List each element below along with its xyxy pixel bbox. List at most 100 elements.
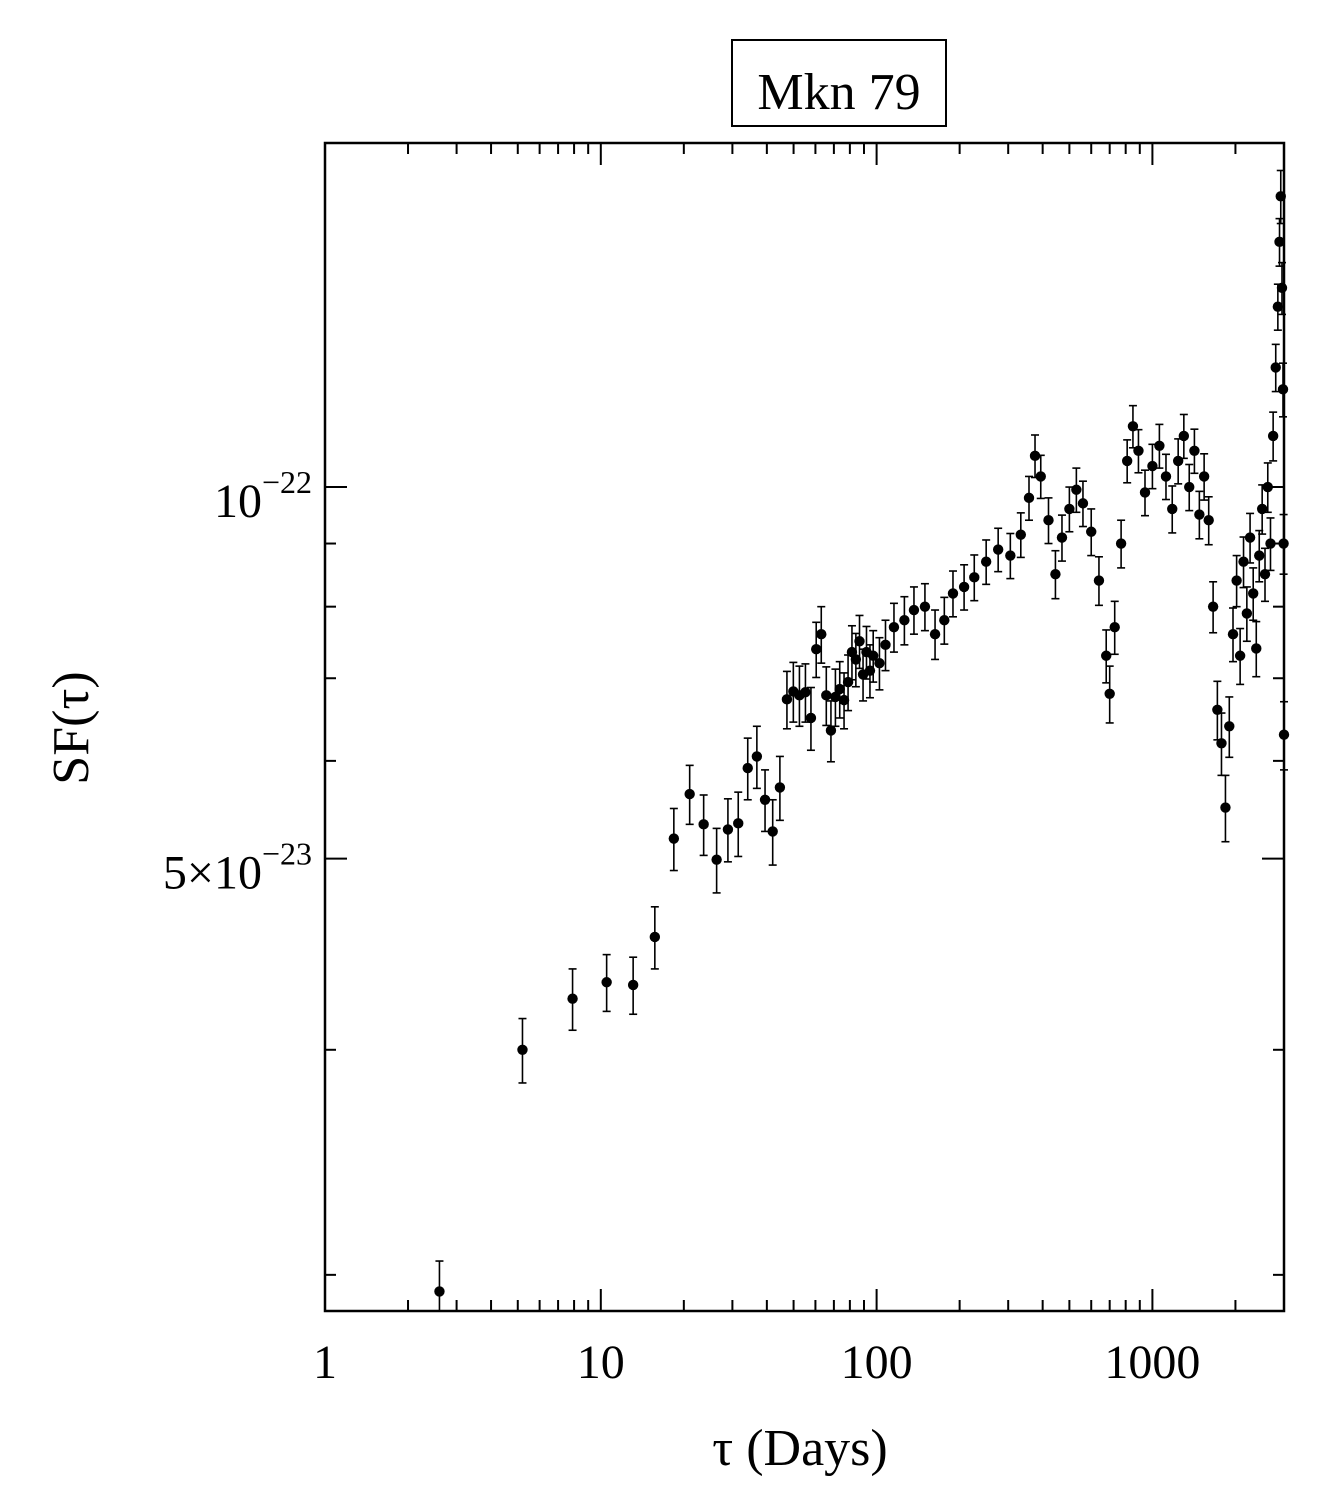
data-point-1 (517, 1017, 528, 1084)
data-point-92 (1244, 512, 1256, 564)
marker (1238, 556, 1249, 567)
data-point-39 (888, 602, 900, 653)
data-point-64 (1104, 665, 1115, 724)
marker (838, 694, 850, 706)
marker (1272, 301, 1284, 312)
data-point-22 (811, 621, 822, 679)
data-point-82 (1207, 580, 1219, 634)
data-point-37 (874, 636, 885, 691)
marker (874, 657, 885, 669)
marker (751, 751, 763, 762)
data-point-44 (939, 596, 950, 645)
marker (1184, 481, 1195, 493)
marker (1050, 568, 1061, 580)
marker (1194, 509, 1205, 520)
data-point-21 (805, 686, 817, 752)
marker (649, 931, 661, 943)
data-point-38 (880, 619, 891, 672)
data-point-106 (1277, 362, 1289, 418)
data-point-102 (1272, 283, 1284, 331)
marker (1207, 601, 1219, 612)
data-point-43 (929, 609, 941, 661)
marker (816, 628, 827, 640)
marker (684, 788, 695, 800)
marker (969, 572, 980, 583)
marker (800, 687, 811, 698)
marker (1198, 471, 1210, 482)
data-point-94 (1251, 620, 1262, 678)
y-tick-label-5e-23: 5×10−23 (163, 836, 312, 900)
marker (742, 762, 753, 774)
marker (1133, 445, 1144, 456)
marker (1035, 471, 1046, 482)
marker (1270, 362, 1281, 373)
data-point-61 (1086, 508, 1097, 557)
data-point-9 (711, 827, 722, 894)
data-point-95 (1254, 529, 1265, 583)
data-point-71 (1147, 443, 1158, 490)
marker (1275, 191, 1286, 202)
marker (919, 601, 931, 612)
data-point-59 (1071, 467, 1082, 514)
marker (711, 854, 722, 865)
marker (868, 650, 879, 661)
marker (1265, 538, 1276, 549)
data-point-81 (1203, 495, 1214, 546)
data-point-70 (1139, 469, 1151, 517)
marker (908, 604, 920, 616)
data-point-27 (834, 660, 845, 719)
marker (1015, 529, 1027, 540)
marker (1244, 532, 1256, 543)
marker (781, 694, 793, 705)
data-point-14 (759, 769, 771, 833)
marker (1071, 484, 1082, 495)
marker (1154, 440, 1165, 452)
marker (834, 683, 845, 695)
data-point-60 (1077, 480, 1089, 528)
marker (774, 782, 786, 793)
data-point-104 (1275, 169, 1286, 225)
data-point-66 (1115, 519, 1127, 569)
marker (992, 544, 1004, 555)
data-point-49 (992, 527, 1004, 573)
data-point-103 (1274, 217, 1285, 267)
data-point-100 (1267, 411, 1279, 462)
marker (668, 833, 680, 844)
marker (1189, 445, 1200, 456)
data-point-85 (1220, 774, 1231, 843)
y-axis-label: SF(τ) (43, 671, 100, 784)
data-point-13 (751, 725, 763, 790)
data-point-45 (947, 570, 959, 618)
marker (698, 819, 709, 830)
marker (825, 725, 837, 736)
marker (1147, 460, 1158, 472)
x-tick-labels: 1 10 100 1000 (313, 1336, 1200, 1389)
marker (1167, 503, 1178, 515)
data-point-86 (1224, 696, 1235, 759)
data-point-51 (1015, 512, 1027, 559)
marker (1172, 455, 1184, 467)
marker (1005, 550, 1016, 561)
marker (1178, 430, 1190, 442)
data-point-15 (767, 798, 778, 866)
data-point-3 (601, 953, 612, 1013)
data-point-93 (1248, 567, 1259, 622)
data-point-7 (684, 764, 695, 826)
data-point-47 (969, 554, 980, 602)
marker (627, 979, 639, 991)
marker (1278, 538, 1289, 549)
data-point-62 (1093, 555, 1105, 607)
data-point-17 (781, 670, 793, 730)
data-point-69 (1133, 428, 1144, 474)
marker (1278, 729, 1290, 740)
marker (899, 615, 910, 626)
data-point-73 (1160, 453, 1172, 501)
data-point-54 (1035, 454, 1046, 500)
marker (722, 824, 734, 835)
marker (805, 712, 817, 724)
marker (1029, 450, 1041, 462)
data-point-87 (1227, 607, 1239, 663)
marker (947, 588, 959, 599)
